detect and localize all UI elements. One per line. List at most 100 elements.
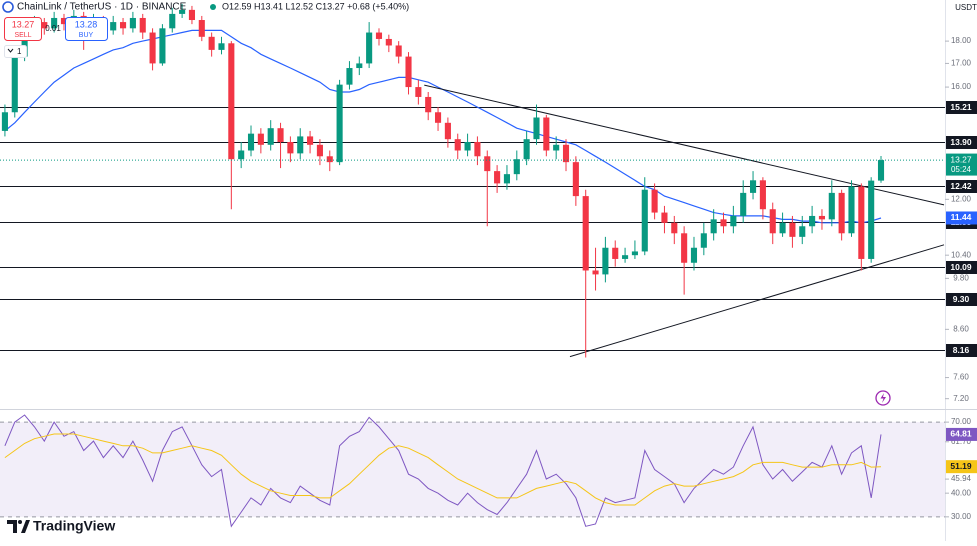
quantity-box[interactable] [4, 45, 27, 58]
spread: 0.01 [45, 24, 61, 33]
current-price: 13.27 [950, 154, 972, 164]
level-label: 9.30 [953, 294, 970, 304]
quantity: 1 [17, 47, 22, 56]
candle-body [257, 133, 264, 145]
level-label-box [946, 261, 977, 274]
candle-body [434, 112, 442, 123]
candle-body [395, 45, 402, 57]
candle-body [877, 160, 885, 181]
level-label: 15.21 [950, 102, 972, 112]
symbol-title: ChainLink / TetherUS · 1D · BINANCE [17, 2, 187, 13]
trendline [424, 84, 945, 206]
candle-body [838, 192, 845, 234]
candle-body [218, 43, 225, 50]
candle-body [129, 17, 136, 29]
candle-body [326, 156, 333, 163]
ohlc-values: O12.59 H13.41 L12.52 C13.27 +0.68 (+5.40… [222, 1, 409, 11]
alert-bolt [880, 393, 886, 403]
rsi-tick-label: 61.70 [951, 437, 972, 446]
candle-body [690, 247, 698, 263]
candle-body [415, 87, 422, 97]
alert-icon[interactable] [875, 390, 891, 406]
candle-body [297, 136, 304, 154]
level-label-box [946, 344, 977, 357]
brand: TradingView [33, 518, 115, 534]
candle-body [307, 136, 314, 145]
y-tick-label: 16.00 [951, 82, 972, 91]
y-tick-label: 7.60 [953, 373, 969, 382]
candle-body [671, 222, 678, 234]
buy-label: BUY [79, 32, 94, 39]
candle-body [366, 32, 373, 64]
rsi-pane [0, 414, 945, 528]
candle-body [513, 159, 520, 175]
candle-body [188, 9, 196, 21]
candle-body [119, 22, 127, 29]
candle-body [336, 84, 343, 163]
candle-body [316, 144, 323, 157]
candle-body [208, 36, 215, 50]
candle-body [523, 139, 530, 160]
countdown: 05:24 [951, 165, 972, 174]
candle-body [759, 180, 766, 210]
y-tick-label: 7.20 [953, 394, 969, 403]
candle-body [277, 128, 284, 142]
candle-body [769, 209, 776, 234]
candle-body [622, 255, 629, 259]
rsi-line [4, 414, 882, 528]
candle-body [1, 112, 8, 131]
y-tick-label: 9.80 [953, 273, 969, 282]
candle-body [592, 270, 599, 275]
candle-body [710, 219, 717, 234]
quantity-arrow [7, 48, 14, 53]
candle-body [228, 43, 235, 160]
candle-body [533, 117, 540, 140]
rsi-line [4, 433, 882, 506]
level-label: 8.16 [953, 345, 970, 355]
price-pane [0, 3, 945, 358]
candle-body [641, 189, 648, 252]
logo-dot [18, 520, 22, 524]
rsi-band [0, 422, 945, 517]
candle-body [749, 180, 757, 193]
candle-body [799, 226, 806, 237]
candle-body [21, 32, 28, 57]
candle-body [494, 171, 501, 184]
level-label: 12.42 [950, 181, 972, 191]
candle-body [681, 233, 688, 263]
candle-body [484, 156, 491, 172]
market-status [210, 4, 216, 10]
candle-body [356, 63, 363, 69]
buy-price: 13.28 [75, 19, 98, 29]
candle-body [720, 219, 727, 227]
candle-body [159, 28, 166, 64]
sell-button[interactable] [4, 17, 42, 41]
candle-body [779, 222, 786, 234]
candle-body [818, 215, 826, 220]
candle-body [444, 122, 451, 140]
level-label: 13.90 [950, 137, 972, 147]
candle-body [602, 247, 609, 275]
rsi-tick-label: 45.94 [951, 474, 972, 483]
ma-label: 11.44 [951, 212, 972, 222]
candle-body [247, 133, 255, 151]
candle-body [238, 150, 245, 160]
level-label: 10.09 [950, 262, 972, 272]
candle-body [149, 32, 156, 64]
candle-body [474, 141, 481, 157]
candle-body [631, 251, 638, 256]
candle-body [464, 141, 471, 151]
rsi-tick-label: 70.00 [951, 417, 972, 426]
rsi-value-label: 51.19 [950, 461, 972, 471]
candle-body [375, 32, 383, 39]
rsi-tick-label: 40.00 [951, 488, 972, 497]
sell-label: SELL [14, 32, 31, 39]
y-tick-label: 18.00 [951, 36, 972, 45]
buy-button[interactable] [65, 17, 108, 41]
candle-body [789, 222, 796, 237]
candle-body [730, 215, 737, 227]
candle-body [582, 196, 589, 271]
candle-body [572, 162, 579, 197]
logo-mark [7, 520, 17, 533]
